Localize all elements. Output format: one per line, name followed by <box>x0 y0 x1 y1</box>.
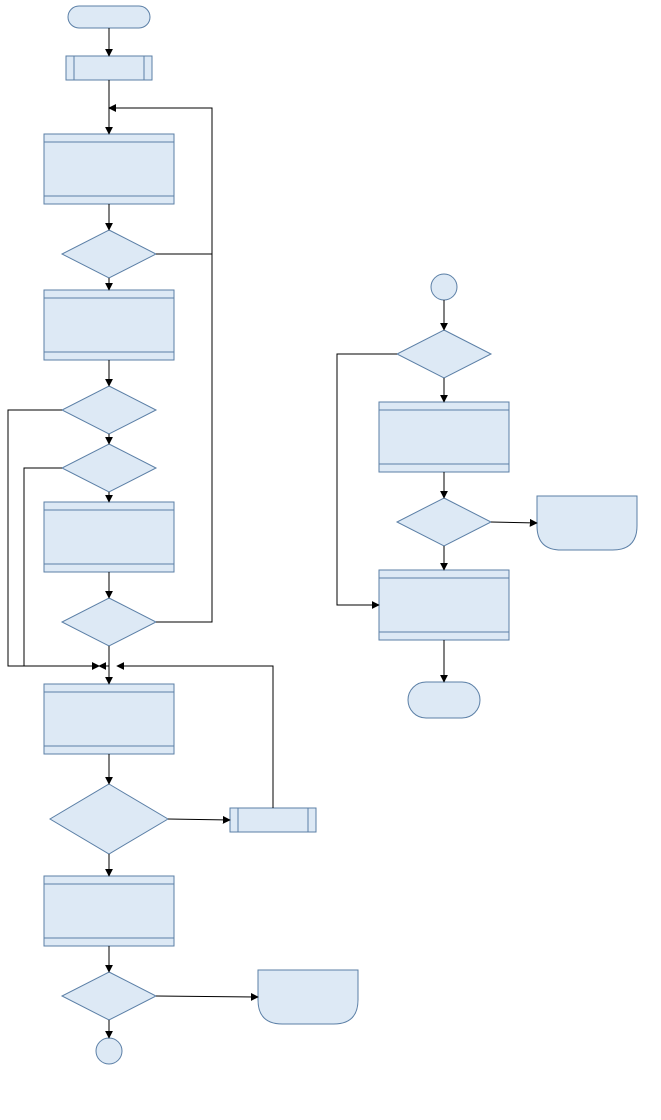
node-dec3 <box>62 444 156 492</box>
flow-edge <box>99 646 109 666</box>
node-sub4 <box>44 684 174 754</box>
node-dec8 <box>397 498 491 546</box>
node-dec4 <box>62 598 156 646</box>
node-sub5 <box>44 876 174 946</box>
flow-edge <box>156 996 258 997</box>
node-start <box>68 6 150 28</box>
node-sub6 <box>379 402 509 472</box>
node-sub7 <box>379 570 509 640</box>
node-dec5 <box>50 784 168 854</box>
flow-edge <box>491 522 537 523</box>
node-conn1 <box>96 1038 122 1064</box>
node-pre2 <box>230 808 316 832</box>
flow-edge <box>168 819 230 820</box>
flowchart-canvas <box>0 0 661 1120</box>
node-off2 <box>537 496 637 550</box>
node-term2 <box>408 682 480 718</box>
node-pre1 <box>66 56 152 80</box>
node-sub1 <box>44 134 174 204</box>
node-sub2 <box>44 290 174 360</box>
node-conn2 <box>431 274 457 300</box>
node-sub3 <box>44 502 174 572</box>
node-off1 <box>258 970 358 1024</box>
node-dec1 <box>62 230 156 278</box>
flow-edge <box>99 666 109 684</box>
node-dec2 <box>62 386 156 434</box>
flow-edge <box>337 354 397 605</box>
node-dec6 <box>62 972 156 1020</box>
node-dec7 <box>397 330 491 378</box>
